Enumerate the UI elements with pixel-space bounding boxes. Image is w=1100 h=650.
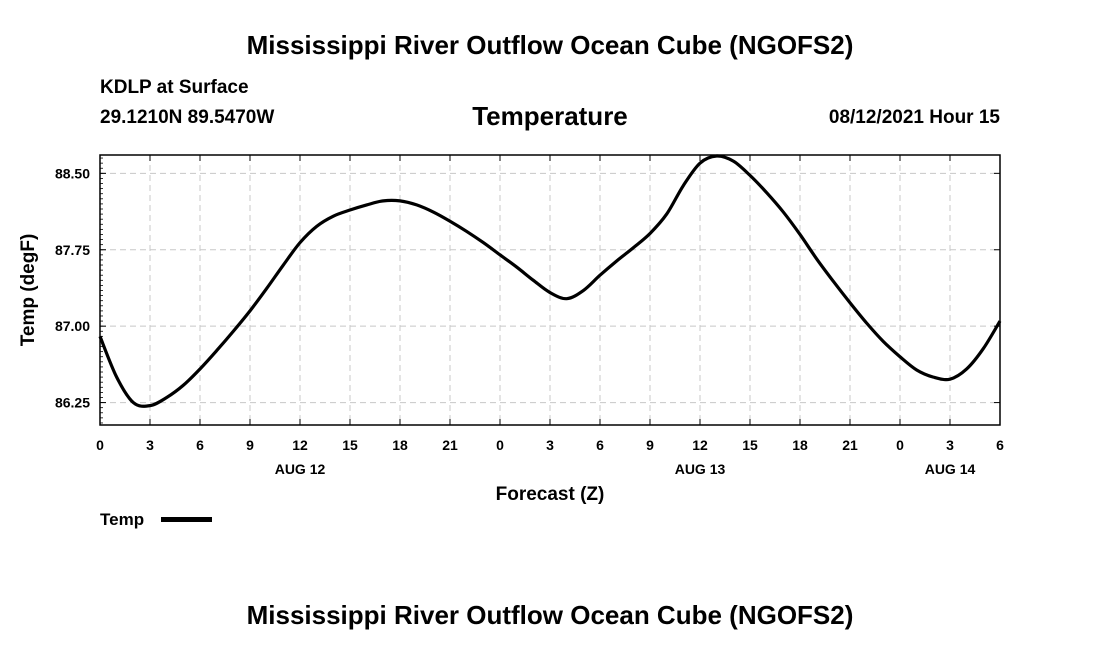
grid-layer bbox=[100, 155, 1000, 425]
footer-title: Mississippi River Outflow Ocean Cube (NG… bbox=[246, 600, 854, 630]
x-tick-label: 6 bbox=[196, 437, 204, 453]
x-tick-label: 9 bbox=[646, 437, 654, 453]
x-tick-label: 3 bbox=[946, 437, 954, 453]
date-label: AUG 13 bbox=[675, 461, 726, 477]
coordinates-label: 29.1210N 89.5470W bbox=[100, 107, 275, 128]
legend-label: Temp bbox=[100, 510, 145, 529]
x-tick-label: 6 bbox=[996, 437, 1004, 453]
y-axis-label: Temp (degF) bbox=[18, 234, 39, 347]
x-tick-label: 15 bbox=[342, 437, 358, 453]
x-tick-label: 3 bbox=[546, 437, 554, 453]
x-tick-label: 6 bbox=[596, 437, 604, 453]
station-label: KDLP at Surface bbox=[100, 77, 249, 98]
chart-title: Temperature bbox=[472, 101, 628, 131]
series-layer bbox=[98, 154, 1002, 408]
x-tick-label: 12 bbox=[292, 437, 308, 453]
x-tick-label: 0 bbox=[896, 437, 904, 453]
main-title: Mississippi River Outflow Ocean Cube (NG… bbox=[246, 30, 854, 60]
x-tick-label: 15 bbox=[742, 437, 758, 453]
legend-line-sample bbox=[161, 517, 212, 522]
date-label: AUG 14 bbox=[925, 461, 976, 477]
datetime-label: 08/12/2021 Hour 15 bbox=[828, 107, 1000, 128]
date-label: AUG 12 bbox=[275, 461, 326, 477]
x-tick-label: 18 bbox=[392, 437, 408, 453]
y-tick-label: 87.00 bbox=[55, 318, 90, 334]
series-line-temp bbox=[98, 154, 1002, 408]
x-tick-label: 9 bbox=[246, 437, 254, 453]
x-tick-label: 21 bbox=[842, 437, 858, 453]
x-tick-label: 21 bbox=[442, 437, 458, 453]
x-tick-label: 0 bbox=[496, 437, 504, 453]
x-tick-label: 0 bbox=[96, 437, 104, 453]
tick-layer: 0 3 6 9 12 15 18 21 0 3 6 9 12 15 18 21 0 3 6 86.25 87.00 87.… bbox=[55, 155, 1004, 477]
x-tick-label: 12 bbox=[692, 437, 708, 453]
x-tick-label: 18 bbox=[792, 437, 808, 453]
y-tick-label: 87.75 bbox=[55, 242, 90, 258]
x-axis-label: Forecast (Z) bbox=[496, 484, 605, 505]
y-tick-label: 86.25 bbox=[55, 395, 90, 411]
y-tick-label: 88.50 bbox=[55, 165, 90, 181]
x-tick-label: 3 bbox=[146, 437, 154, 453]
